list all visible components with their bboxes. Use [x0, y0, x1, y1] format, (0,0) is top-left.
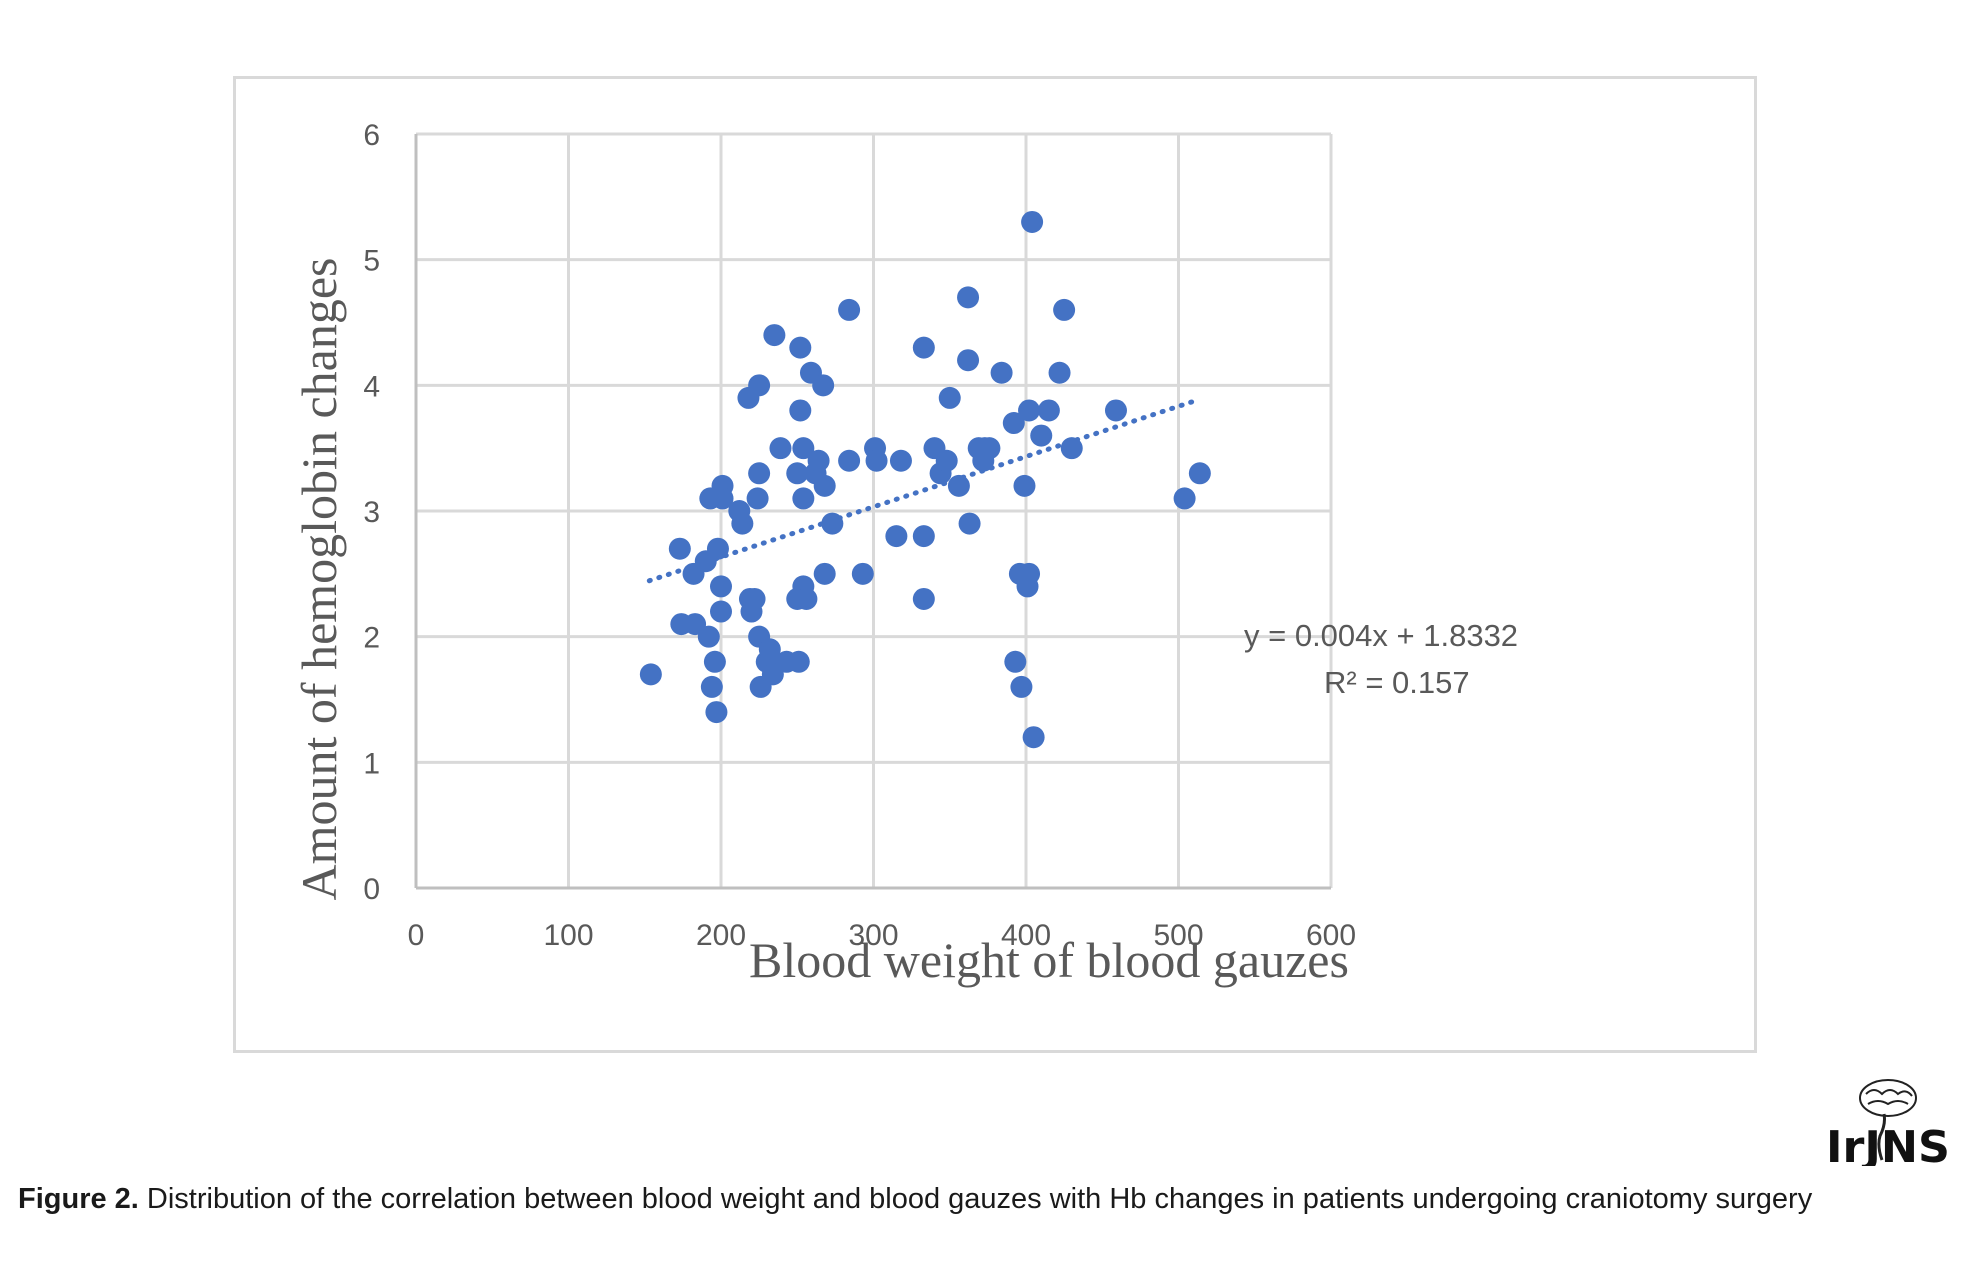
data-point	[711, 487, 734, 510]
y-axis-title: Amount of hemoglobin changes	[291, 258, 347, 901]
data-point	[748, 374, 771, 397]
caption-label: Figure 2.	[18, 1183, 139, 1215]
data-point	[1004, 650, 1027, 673]
data-points	[639, 210, 1211, 749]
data-point	[912, 336, 935, 359]
data-point	[812, 374, 835, 397]
trendline-r-squared: R² = 0.157	[1324, 665, 1470, 700]
data-point	[938, 386, 961, 409]
data-point	[1060, 437, 1083, 460]
x-tick-label: 200	[696, 919, 746, 952]
x-tick-label: 100	[543, 919, 593, 952]
data-point	[813, 474, 836, 497]
y-tick-label: 2	[363, 622, 380, 655]
data-point	[851, 562, 874, 585]
data-point	[731, 512, 754, 535]
data-point	[758, 638, 781, 661]
data-point	[639, 663, 662, 686]
logo-text: IrJNS	[1826, 1122, 1950, 1166]
data-point	[743, 587, 766, 610]
data-point	[706, 537, 729, 560]
data-point	[710, 575, 732, 598]
trendline-line	[646, 397, 1201, 584]
data-point	[821, 512, 844, 535]
data-point	[1048, 361, 1071, 384]
data-point	[710, 600, 732, 623]
data-point	[746, 487, 769, 510]
scatter-chart: 0 1 2 3 4 5 6 0 100 200 300 400 500 600 y = 0.004x + …	[291, 119, 1518, 988]
data-point	[789, 336, 812, 359]
data-point	[792, 437, 815, 460]
data-point	[813, 562, 836, 585]
x-tick-label: 0	[408, 919, 425, 952]
data-point	[838, 449, 861, 472]
data-point	[957, 349, 980, 372]
data-point	[1002, 412, 1025, 435]
data-point	[769, 437, 792, 460]
brain-icon	[1859, 1079, 1917, 1161]
data-point	[763, 324, 786, 347]
data-point	[1053, 298, 1076, 321]
x-tick-label: 600	[1306, 919, 1356, 952]
y-tick-label: 1	[363, 747, 380, 780]
gridlines	[416, 132, 1333, 888]
data-point	[889, 449, 912, 472]
x-axis-title: Blood weight of blood gauzes	[749, 932, 1349, 988]
data-point	[912, 587, 935, 610]
data-point	[787, 650, 810, 673]
data-point	[1030, 424, 1053, 447]
chart-frame: 0 1 2 3 4 5 6 0 100 200 300 400 500 600 y = 0.004x + …	[233, 76, 1757, 1053]
data-point	[885, 525, 908, 548]
data-point	[795, 587, 818, 610]
data-point	[1018, 562, 1041, 585]
y-tick-label: 4	[363, 370, 380, 403]
data-point	[912, 525, 935, 548]
data-point	[865, 449, 888, 472]
data-point	[700, 675, 723, 698]
axes	[414, 134, 1331, 890]
caption-text: Distribution of the correlation between …	[138, 1183, 1813, 1215]
figure-caption: Figure 2. Distribution of the correlatio…	[18, 1176, 1938, 1222]
data-point	[990, 361, 1013, 384]
data-point	[668, 537, 691, 560]
data-point	[947, 474, 970, 497]
data-point	[1104, 399, 1127, 422]
x-tick-label: 500	[1153, 919, 1203, 952]
data-point	[1013, 474, 1036, 497]
y-tick-label: 5	[363, 245, 380, 278]
data-point	[697, 625, 720, 648]
data-point	[705, 701, 728, 724]
data-point	[1018, 399, 1041, 422]
trendline-equation: y = 0.004x + 1.8332	[1244, 618, 1518, 653]
trendline	[646, 397, 1201, 584]
x-tick-label: 400	[1001, 919, 1051, 952]
data-point	[807, 449, 830, 472]
data-point	[1010, 675, 1033, 698]
data-point	[1021, 210, 1044, 233]
x-tick-label: 300	[848, 919, 898, 952]
data-point	[957, 286, 980, 309]
data-point	[958, 512, 981, 535]
data-point	[1022, 726, 1045, 749]
data-point	[935, 449, 958, 472]
journal-logo: IrJNS	[1826, 1079, 1950, 1166]
y-tick-label: 3	[363, 496, 380, 529]
data-point	[1173, 487, 1196, 510]
y-tick-label: 0	[363, 873, 380, 906]
data-point	[838, 298, 861, 321]
data-point	[1188, 462, 1211, 485]
data-point	[792, 487, 815, 510]
data-point	[703, 650, 726, 673]
data-point	[748, 462, 771, 485]
data-point	[978, 437, 1001, 460]
data-point	[786, 462, 809, 485]
data-point	[789, 399, 812, 422]
y-tick-label: 6	[363, 119, 380, 152]
tick-labels: 0 1 2 3 4 5 6 0 100 200 300 400 500 600	[363, 119, 1356, 952]
data-point	[1037, 399, 1060, 422]
